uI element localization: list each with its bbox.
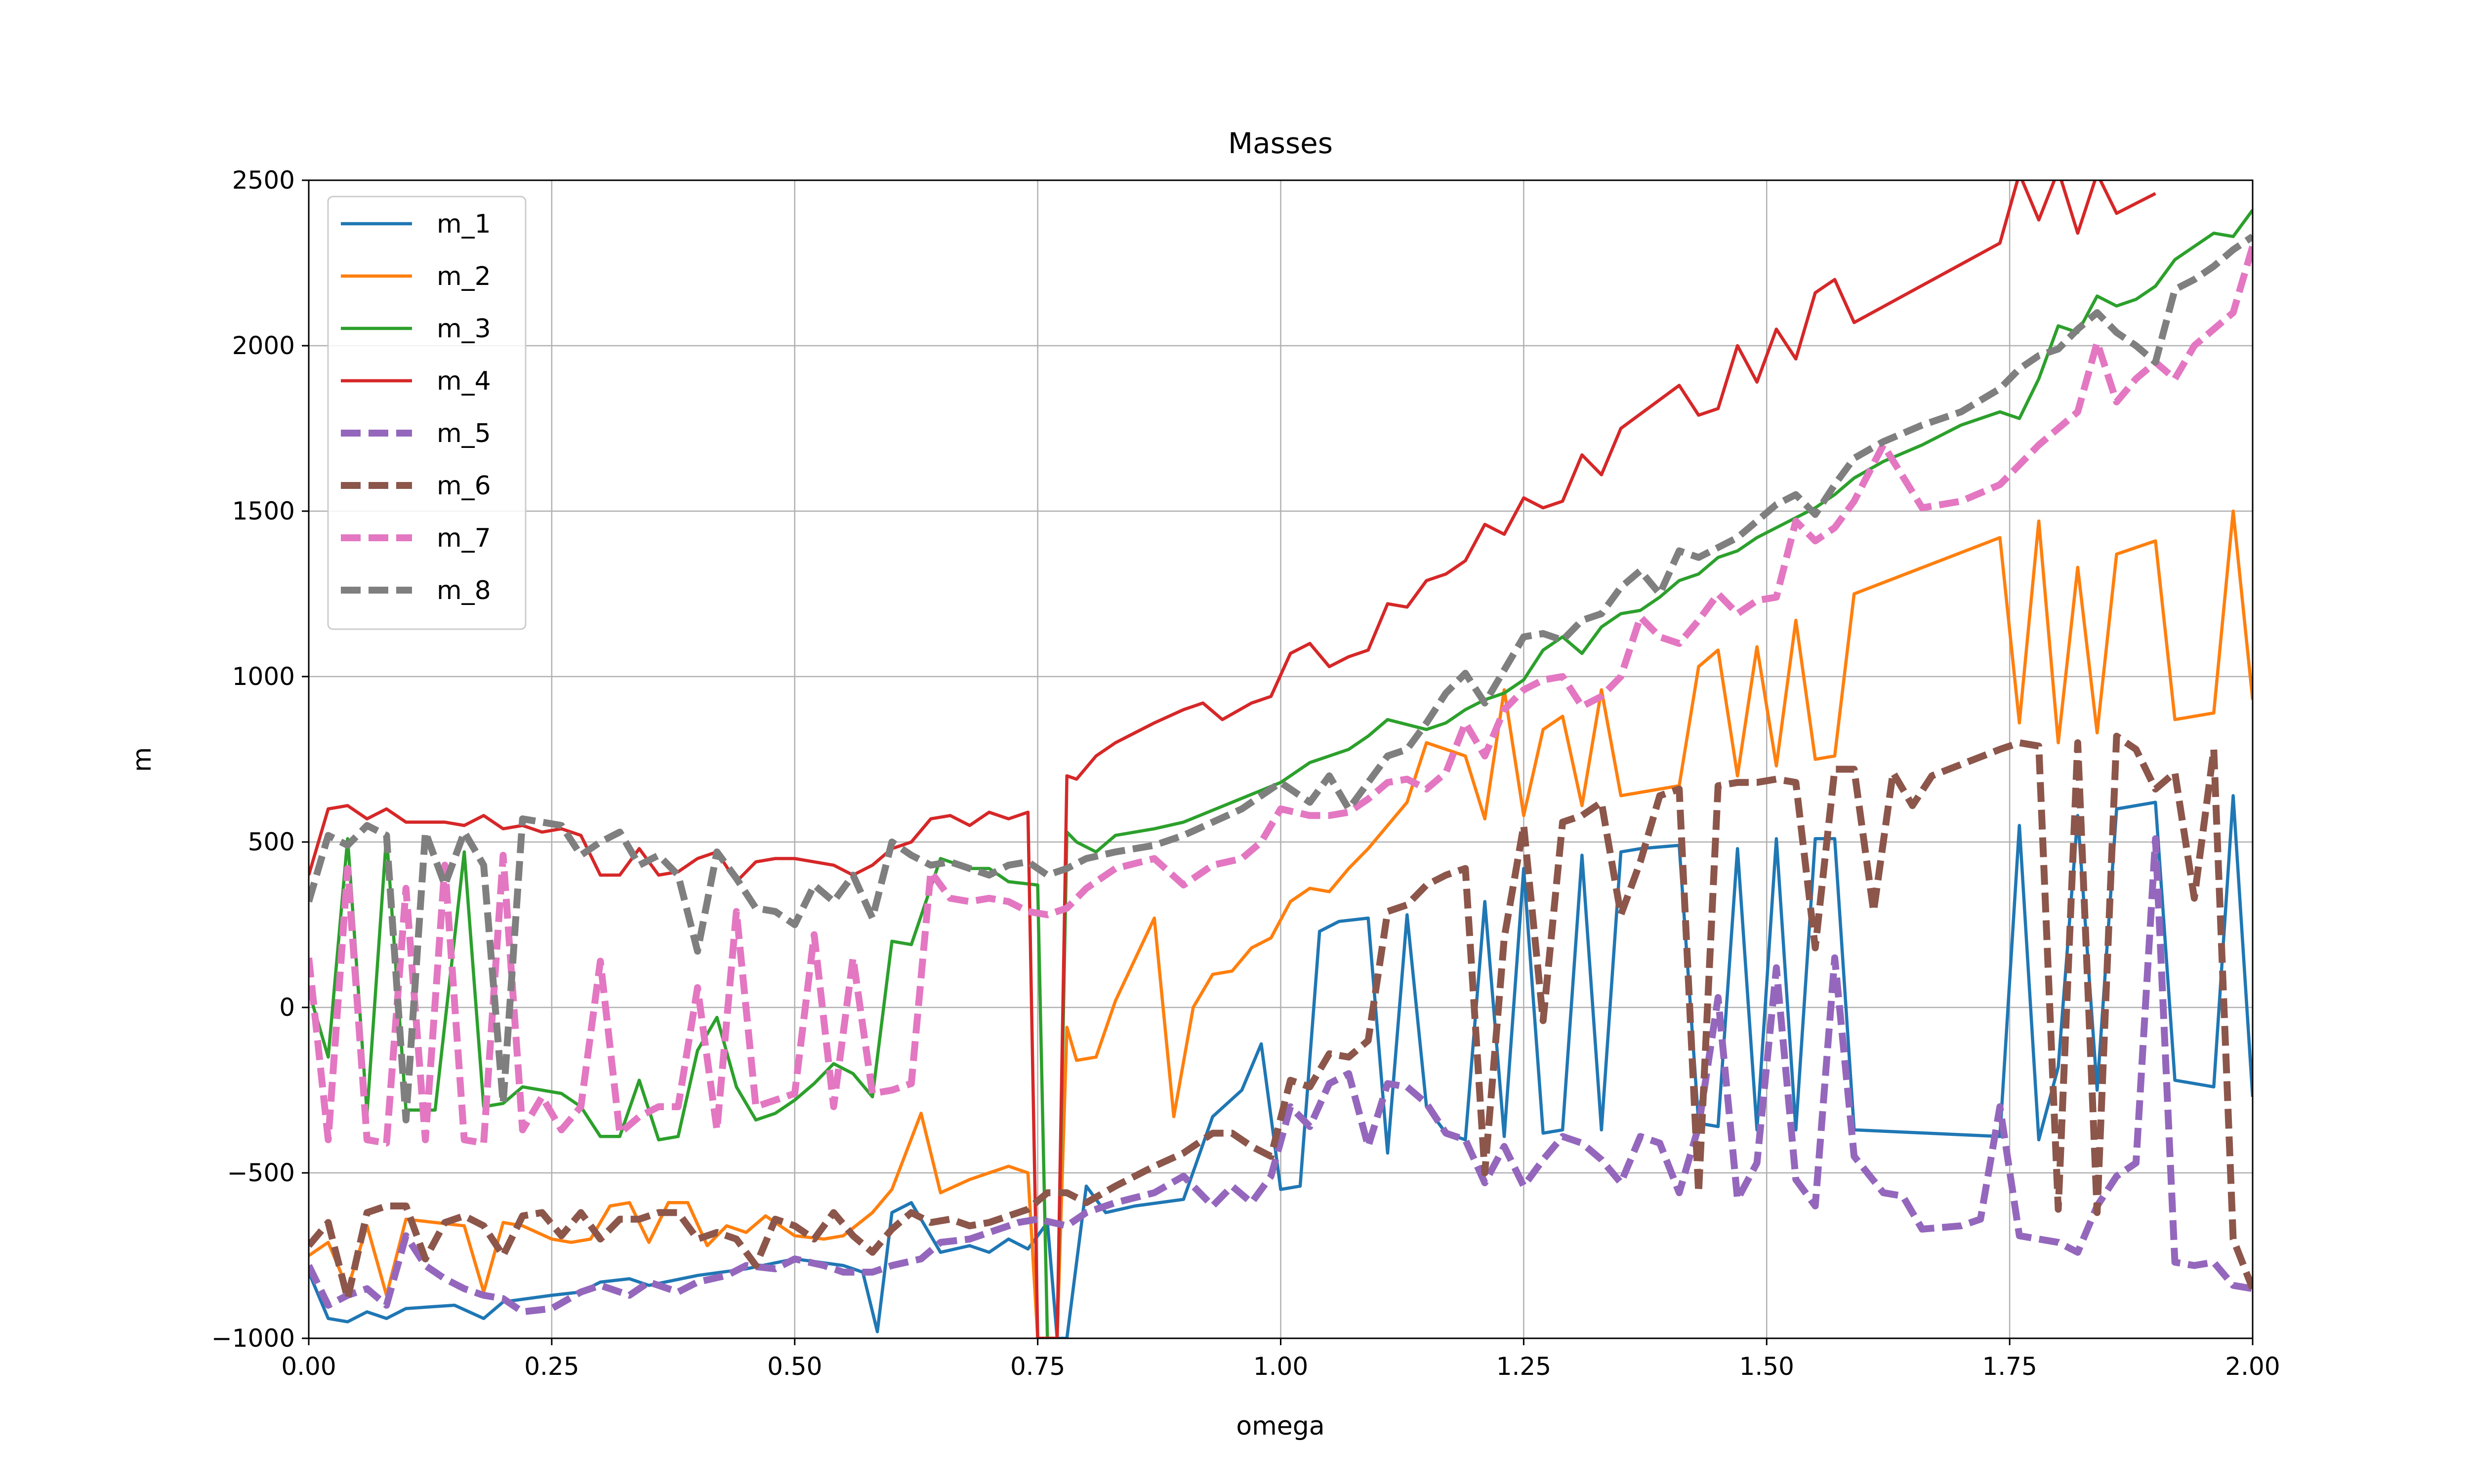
y-tick-label: −500 [227,1159,295,1187]
legend-label: m_6 [437,471,491,501]
x-tick-label: 1.25 [1496,1352,1551,1381]
legend: m_1 m_2 m_3 m_4 m_5 m_6 m_7 m_8 [327,196,527,630]
y-tick-label: 0 [279,993,295,1022]
x-tick-label: 0.75 [1010,1352,1065,1381]
x-tick-label: 0.00 [281,1352,336,1381]
series-line-m-2 [309,509,2253,1338]
y-tick-label: 500 [248,828,295,856]
x-tick-label: 1.75 [1982,1352,2037,1381]
y-tick-label: 2500 [232,166,295,195]
ticks-layer: 0.00 0.25 0.50 0.75 1.00 1.25 1.50 1.75 2.00 −100… [211,166,2280,1381]
series-line-m-4 [309,180,2156,1338]
legend-label: m_8 [437,576,491,605]
legend-label: m_7 [437,523,491,553]
y-axis-label: m [127,747,157,772]
x-tick-label: 0.50 [767,1352,822,1381]
x-tick-label: 2.00 [2225,1352,2280,1381]
x-tick-label: 1.50 [1739,1352,1794,1381]
legend-label: m_4 [437,366,491,396]
legend-box [327,196,527,630]
series-line-m-7 [309,245,2253,1147]
y-tick-label: 2000 [232,331,295,360]
legend-label: m_2 [437,262,491,291]
chart-title: Masses [1228,126,1333,160]
series-line-m-8 [309,234,2253,1123]
legend-label: m_3 [437,314,491,344]
y-tick-label: 1000 [232,662,295,691]
legend-label: m_5 [437,419,491,448]
series-line-m-5 [309,835,2253,1316]
x-axis-label: omega [1236,1411,1324,1441]
series-line-m-6 [309,732,2253,1302]
x-tick-label: 0.25 [524,1352,579,1381]
x-tick-label: 1.00 [1253,1352,1308,1381]
y-tick-label: 1500 [232,497,295,525]
y-tick-label: −1000 [211,1324,295,1353]
series-line-m-3 [309,209,2253,1338]
legend-label: m_1 [437,209,491,239]
series-layer [309,180,2253,1338]
